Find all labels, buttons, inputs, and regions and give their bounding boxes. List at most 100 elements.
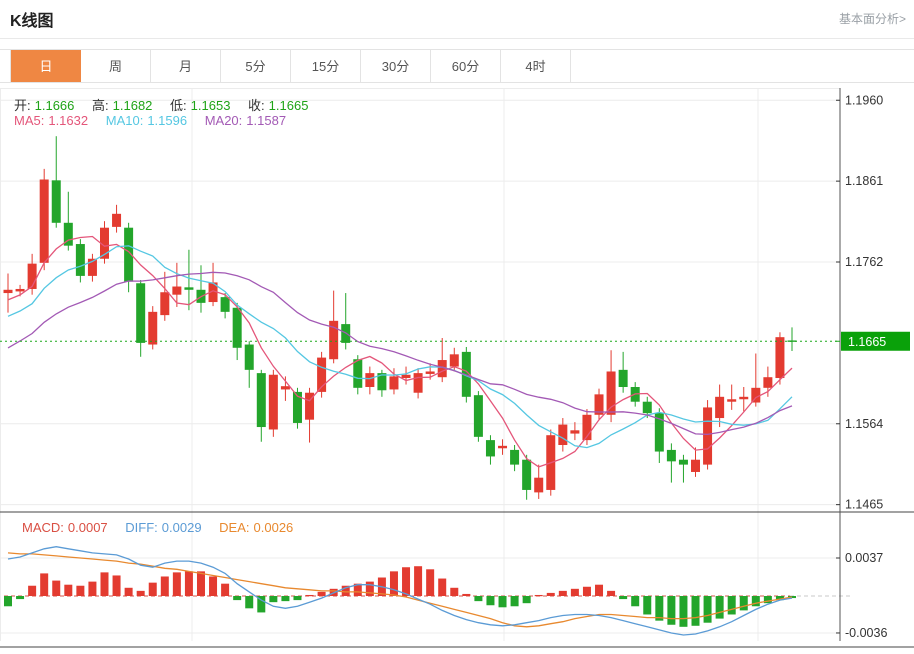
y-axis-label: 1.1861 <box>845 174 883 188</box>
candle-body <box>39 179 49 263</box>
macd-histogram-bar <box>546 592 555 596</box>
ma20-value: 1.1587 <box>246 113 287 128</box>
macd-histogram-bar <box>727 596 736 615</box>
macd-histogram-bar <box>16 596 25 600</box>
macd-histogram-bar <box>64 584 73 596</box>
macd-histogram-bar <box>414 566 423 596</box>
candle-body <box>63 222 73 246</box>
kline-macd-chart[interactable]: 1.1960 1.1861 1.1762 1.1564 1.1465 1.1665 0.00… <box>0 88 914 649</box>
y-axis-label: 1.1762 <box>845 255 883 269</box>
candle-body <box>136 283 146 343</box>
page-title: K线图 <box>10 13 54 30</box>
ma5-line <box>7 235 793 468</box>
macd-histogram-bar <box>233 596 242 601</box>
candle-body <box>594 394 604 415</box>
ma10-value: 1.1596 <box>147 113 188 128</box>
candle-body <box>618 369 628 388</box>
diff-label: DIFF: <box>125 520 158 535</box>
dea-value: 0.0026 <box>253 520 294 535</box>
macd-histogram-bar <box>341 585 350 596</box>
tab-period-5[interactable]: 30分 <box>361 50 431 82</box>
candle-body <box>27 263 37 289</box>
candle-body <box>534 477 544 493</box>
candle-body <box>727 399 737 402</box>
macd-histogram-bar <box>438 578 447 596</box>
tab-period-3[interactable]: 5分 <box>221 50 291 82</box>
candle-body <box>691 459 701 472</box>
macd-histogram-bar <box>281 596 290 602</box>
y-axis-label: 1.1960 <box>845 93 883 107</box>
macd-histogram-bar <box>655 596 664 621</box>
high-value: 1.1682 <box>112 98 153 113</box>
candle-body <box>377 373 387 391</box>
tab-period-7[interactable]: 4时 <box>501 50 571 82</box>
candle-body <box>112 213 122 227</box>
macd-histogram-bar <box>221 583 230 596</box>
y-axis-label: 1.1564 <box>845 417 883 431</box>
tab-period-1[interactable]: 周 <box>81 50 151 82</box>
header-divider <box>0 38 914 39</box>
macd-histogram-bar <box>691 596 700 626</box>
macd-histogram-bar <box>703 596 712 623</box>
macd-histogram-bar <box>389 571 398 596</box>
candle-body <box>775 337 785 379</box>
high-label: 高: <box>92 98 109 113</box>
candle-body <box>15 288 25 292</box>
macd-histogram-bar <box>486 596 495 606</box>
macd-histogram-bar <box>28 585 37 596</box>
tab-period-6[interactable]: 60分 <box>431 50 501 82</box>
macd-histogram-bar <box>607 590 616 596</box>
tab-period-4[interactable]: 15分 <box>291 50 361 82</box>
candle-body <box>666 449 676 462</box>
dea-label: DEA: <box>219 520 250 535</box>
macd-histogram-bar <box>751 596 760 607</box>
candle-body <box>124 227 134 282</box>
macd-histogram-bar <box>293 596 302 601</box>
candle-body <box>558 424 568 446</box>
candle-body <box>425 371 435 374</box>
macd-histogram-bar <box>40 573 49 596</box>
macd-histogram-bar <box>257 596 266 613</box>
macd-histogram-bar <box>450 587 459 596</box>
tab-period-2[interactable]: 月 <box>151 50 221 82</box>
candle-body <box>220 297 230 312</box>
candle-body <box>292 391 302 423</box>
ma20-line <box>7 271 793 436</box>
open-value: 1.1666 <box>34 98 75 113</box>
y-axis-label: 1.1465 <box>845 498 883 512</box>
macd-histogram-bar <box>643 596 652 615</box>
candle-body <box>522 459 532 490</box>
candle-body <box>99 227 109 259</box>
macd-histogram-bar <box>775 596 784 601</box>
macd-histogram-bar <box>209 576 218 596</box>
candle-body <box>642 401 652 414</box>
macd-histogram-bar <box>184 571 193 596</box>
tab-period-0[interactable]: 日 <box>11 50 81 82</box>
ma-legend: MA5: 1.1632 MA10: 1.1596 MA20: 1.1587 <box>14 113 290 128</box>
low-label: 低: <box>170 98 187 113</box>
macd-histogram-bar <box>4 596 12 607</box>
low-value: 1.1653 <box>190 98 231 113</box>
macd-histogram-bar <box>196 571 205 596</box>
macd-histogram-bar <box>570 588 579 596</box>
macd-histogram-bar <box>52 580 61 596</box>
macd-axis-label: 0.0037 <box>845 551 883 565</box>
candle-body <box>208 282 218 303</box>
macd-histogram-bar <box>558 590 567 596</box>
candle-body <box>570 430 580 434</box>
candle-body <box>305 392 315 420</box>
ohlc-legend: 开: 1.1666 高: 1.1682 低: 1.1653 收: 1.1665 <box>14 95 312 114</box>
macd-histogram-bar <box>100 572 109 596</box>
macd-histogram-bar <box>510 596 519 607</box>
candle-body <box>317 357 327 392</box>
macd-value: 0.0007 <box>67 520 108 535</box>
candle-body <box>329 320 339 360</box>
candle-body <box>485 440 495 457</box>
candle-body <box>3 289 13 294</box>
candle-body <box>353 359 363 388</box>
candle-body <box>703 407 713 465</box>
chart-area[interactable]: 1.1960 1.1861 1.1762 1.1564 1.1465 1.1665 0.00… <box>0 88 914 649</box>
tab-bar-spacer <box>0 50 11 82</box>
fundamental-analysis-link[interactable]: 基本面分析> <box>838 12 906 26</box>
candle-body <box>280 386 290 390</box>
